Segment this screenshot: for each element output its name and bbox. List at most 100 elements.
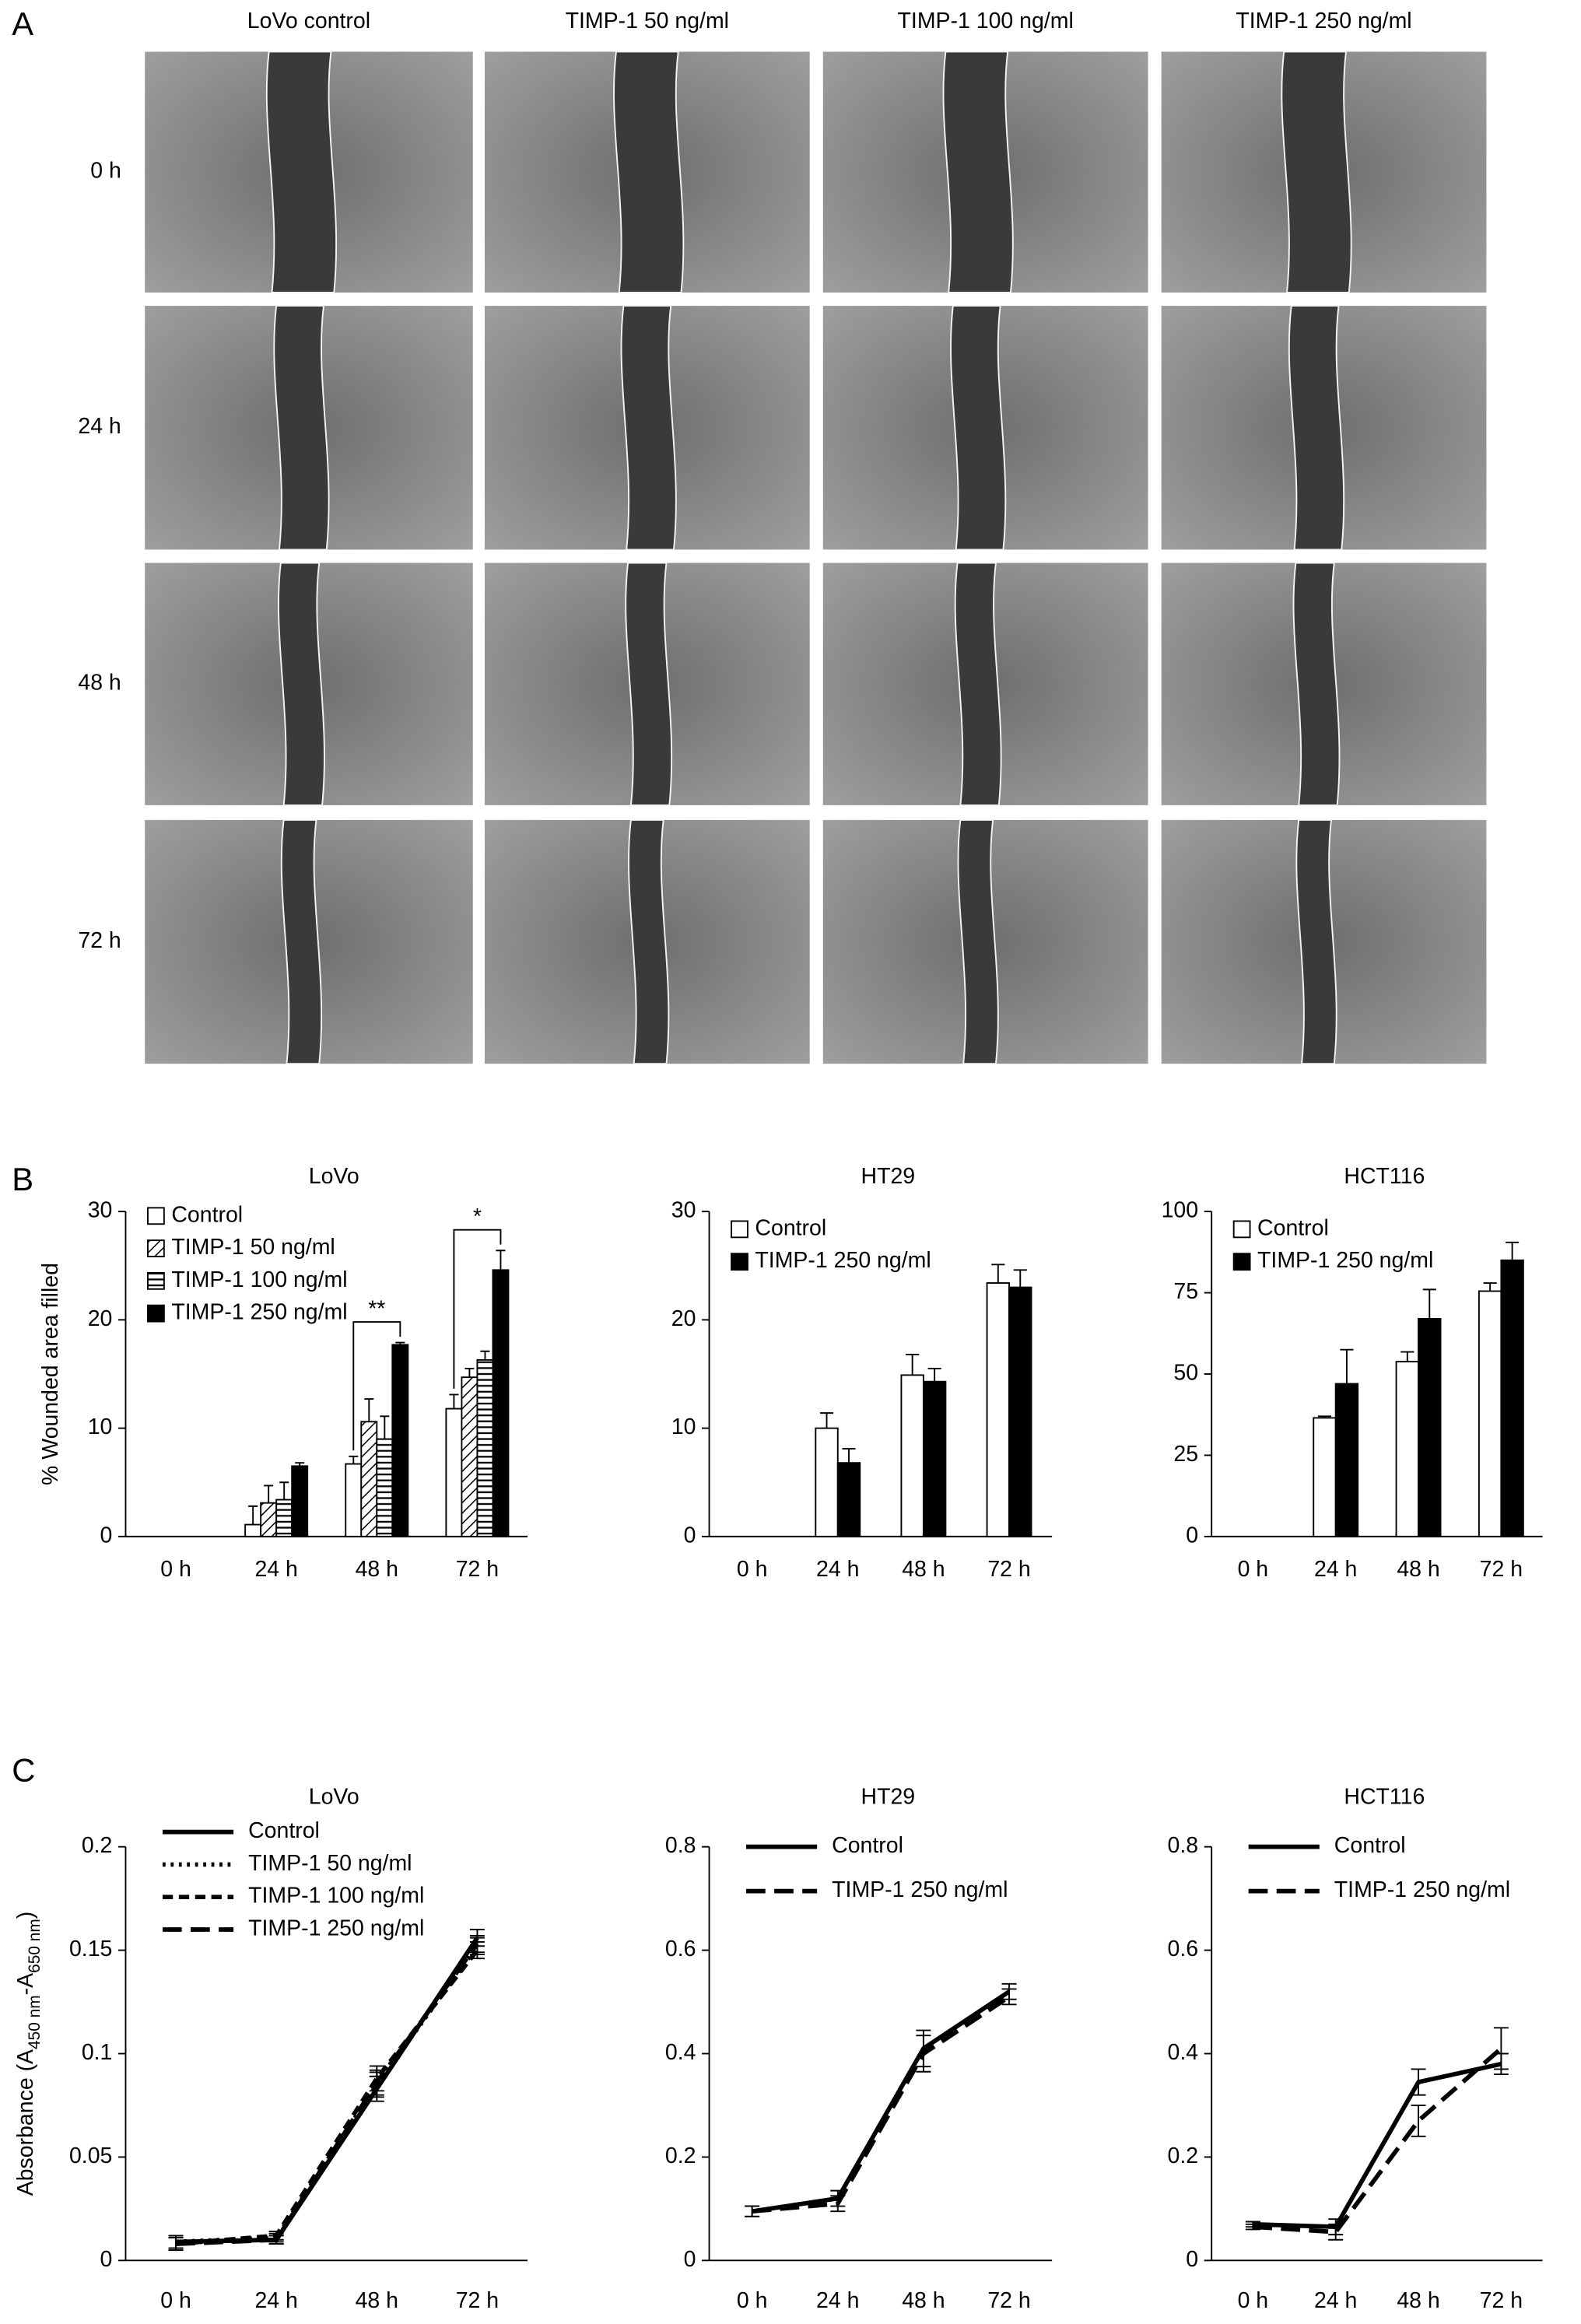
chart-title: HT29 [861, 1785, 916, 1810]
panel-label: B [12, 1161, 33, 1197]
label-part: Absorbance (A [13, 2049, 38, 2196]
bar [815, 1427, 839, 1537]
error-bar [1317, 1415, 1332, 1418]
row-label: 48 h [78, 671, 121, 696]
x-tick-label: 48 h [902, 1557, 945, 1582]
error-bar [364, 1398, 374, 1422]
bar [1418, 1318, 1442, 1537]
y-tick-label: 50 [1173, 1361, 1198, 1386]
subscript: 650 nm [26, 1919, 44, 1973]
y-tick-label: 10 [88, 1414, 113, 1439]
legend-swatch [731, 1253, 748, 1271]
wound-gap [1292, 562, 1341, 806]
x-tick-label: 0 h [160, 1557, 191, 1582]
legend-swatch [1232, 1253, 1251, 1271]
y-tick-label: 0.6 [1168, 1937, 1199, 1961]
line [1253, 2062, 1502, 2229]
x-tick-label: 72 h [456, 2288, 499, 2313]
wound-gap [950, 305, 1007, 551]
wound-gap [625, 562, 673, 806]
significance-bracket [453, 1229, 502, 1389]
bar [900, 1374, 924, 1537]
error-bar [248, 1505, 258, 1525]
error-bar [1493, 2027, 1509, 2070]
y-tick-label: 30 [671, 1198, 696, 1223]
chart-title: LoVo [309, 1785, 359, 1810]
bar [345, 1463, 363, 1537]
row-label: 72 h [78, 928, 121, 953]
x-tick-label: 72 h [987, 2288, 1030, 2313]
legend-label: TIMP-1 100 ng/ml [171, 1267, 347, 1292]
x-tick-label: 48 h [1397, 2288, 1439, 2313]
bar [1478, 1290, 1502, 1537]
subscript: 450 nm [26, 1995, 44, 2049]
error-bar [1411, 2105, 1426, 2137]
x-tick-label: 24 h [1314, 1557, 1357, 1582]
legend-swatch [147, 1239, 165, 1257]
wound-gap [1288, 305, 1345, 551]
error-bar [496, 1250, 506, 1271]
line [175, 1942, 479, 2246]
bar [922, 1380, 947, 1537]
legend-swatch [147, 1304, 165, 1323]
line [752, 1995, 1011, 2214]
y-tick-label: 0.1 [82, 2040, 113, 2065]
error-bar [1340, 1348, 1354, 1384]
error-bar [380, 1415, 390, 1439]
y-tick-label: 0 [1186, 2247, 1198, 2272]
bar [1395, 1361, 1419, 1537]
bar [1500, 1259, 1524, 1537]
wound-gap [620, 305, 677, 551]
bar [360, 1421, 378, 1537]
bar [461, 1376, 479, 1537]
x-tick-label: 0 h [1238, 1557, 1269, 1582]
line [752, 1989, 1011, 2214]
y-axis-label: Absorbance (A450 nm-A650 nm) [13, 1912, 44, 2196]
legend-swatch [731, 1220, 748, 1239]
y-tick-label: 20 [671, 1306, 696, 1331]
legend-label: TIMP-1 50 ng/ml [248, 1851, 412, 1876]
bar [291, 1465, 309, 1537]
error-bar [349, 1455, 359, 1464]
y-tick-label: 0 [100, 1523, 113, 1548]
y-tick-label: 10 [671, 1414, 696, 1439]
y-tick-label: 0.8 [665, 1833, 696, 1858]
bar [1313, 1417, 1337, 1537]
bar [260, 1502, 278, 1537]
y-tick-label: 0.2 [665, 2143, 696, 2168]
y-tick-label: 0.05 [69, 2143, 112, 2168]
error-bar [1506, 1241, 1520, 1260]
y-tick-label: 0.4 [665, 2040, 696, 2065]
wound-gap [1281, 51, 1352, 293]
error-bar [906, 1353, 920, 1376]
error-bar [264, 1484, 274, 1503]
y-tick-label: 0.15 [69, 1937, 112, 1961]
wound-gap [957, 818, 999, 1065]
legend-swatch [147, 1207, 165, 1225]
legend-label: TIMP-1 100 ng/ml [248, 1884, 424, 1909]
x-tick-label: 48 h [356, 1557, 398, 1582]
line [1253, 2046, 1503, 2235]
chart-title: HCT116 [1344, 1164, 1425, 1189]
y-tick-label: 0.8 [1168, 1833, 1199, 1858]
row-label: 24 h [78, 414, 121, 439]
error-bar [295, 1462, 305, 1467]
x-tick-label: 0 h [737, 1557, 768, 1582]
error-bar [464, 1368, 475, 1378]
bar [275, 1499, 293, 1537]
legend-label: Control [1334, 1833, 1406, 1858]
legend-label: TIMP-1 250 ng/ml [248, 1916, 424, 1941]
wound-gap [954, 562, 1002, 806]
legend-label: TIMP-1 250 ng/ml [171, 1300, 347, 1325]
x-tick-label: 72 h [1480, 1557, 1523, 1582]
y-tick-label: 0 [100, 2247, 113, 2272]
wound-gap [273, 305, 330, 551]
column-label: TIMP-1 250 ng/ml [1236, 9, 1411, 33]
label-part: ) [13, 1912, 38, 1919]
x-tick-label: 24 h [816, 2288, 859, 2313]
significance-bracket [352, 1321, 401, 1451]
line [175, 1944, 479, 2245]
y-tick-label: 75 [1173, 1279, 1198, 1304]
